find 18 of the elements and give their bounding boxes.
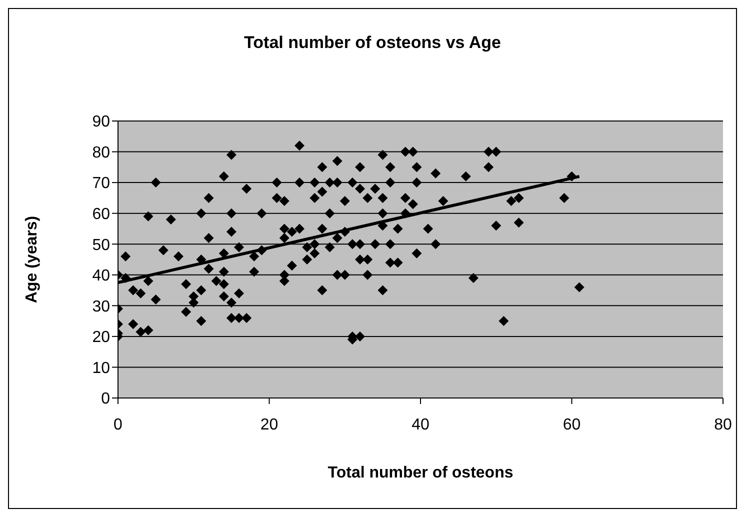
x-tick-label: 60 [562, 416, 581, 434]
x-tick-label: 40 [412, 416, 430, 434]
x-tick-label: 80 [714, 416, 732, 434]
x-tick-label: 20 [260, 416, 278, 434]
x-axis-title: Total number of osteons [328, 464, 514, 482]
chart-title: Total number of osteons vs Age [243, 33, 502, 53]
y-tick-label: 0 [101, 390, 110, 408]
y-tick-label: 50 [92, 236, 110, 254]
y-tick-label: 20 [92, 329, 110, 346]
y-tick-label: 30 [92, 298, 110, 316]
y-tick-label: 70 [92, 175, 110, 192]
y-tick-label: 80 [92, 144, 110, 162]
y-tick-label: 10 [92, 360, 110, 377]
x-tick-label: 0 [114, 416, 123, 434]
y-tick-label: 90 [92, 114, 110, 131]
y-axis-title: Age (years) [24, 216, 41, 304]
y-tick-label: 60 [92, 206, 110, 224]
y-tick-label: 40 [92, 268, 110, 285]
